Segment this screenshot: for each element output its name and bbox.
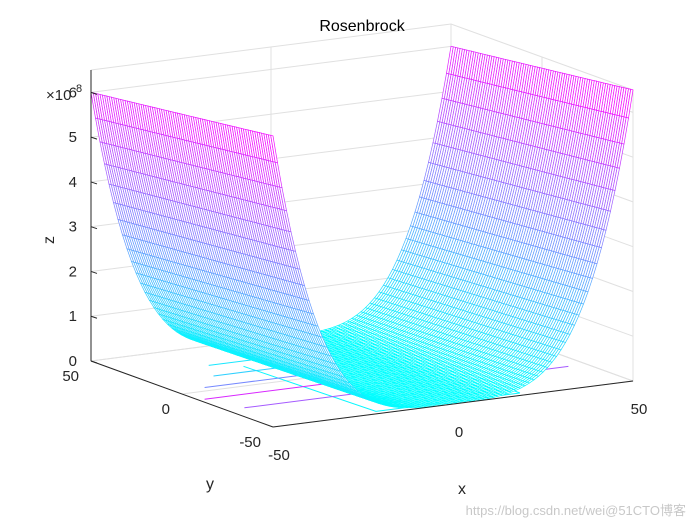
box-top-edge — [90, 23, 634, 91]
surface-mesh — [90, 45, 634, 409]
